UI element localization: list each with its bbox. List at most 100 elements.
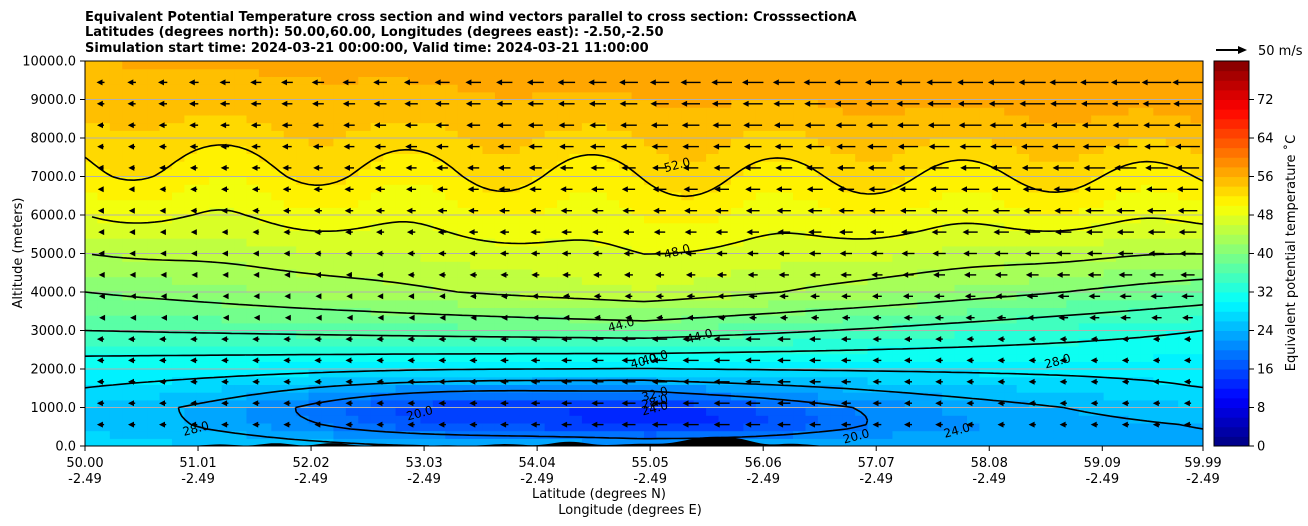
field-cell	[693, 61, 707, 70]
field-cell	[1029, 261, 1043, 270]
field-cell	[246, 91, 260, 101]
field-cell	[1103, 330, 1117, 339]
field-cell	[1091, 68, 1105, 77]
field-cell	[644, 138, 658, 147]
field-cell	[805, 114, 819, 124]
field-cell	[333, 276, 347, 285]
field-cell	[768, 253, 782, 262]
field-cell	[569, 68, 583, 77]
wind-vector-head	[283, 250, 290, 257]
field-cell	[1153, 207, 1167, 216]
field-cell	[97, 338, 111, 347]
field-cell	[308, 184, 322, 193]
field-cell	[308, 222, 322, 231]
field-cell	[693, 230, 707, 239]
field-cell	[420, 353, 434, 362]
field-cell	[395, 61, 409, 70]
field-cell	[420, 407, 434, 416]
field-cell	[1140, 107, 1154, 116]
field-cell	[296, 99, 310, 108]
field-cell	[929, 91, 943, 101]
field-cell	[296, 153, 310, 162]
field-cell	[333, 361, 347, 370]
field-cell	[184, 114, 198, 124]
field-cell	[755, 338, 769, 347]
field-cell	[234, 230, 248, 239]
field-cell	[917, 261, 931, 270]
field-cell	[557, 307, 571, 316]
field-cell	[880, 61, 894, 70]
field-cell	[1116, 84, 1130, 93]
field-cell	[942, 168, 956, 178]
field-cell	[494, 415, 508, 424]
field-cell	[1066, 76, 1080, 85]
field-cell	[830, 268, 844, 278]
field-cell	[718, 284, 732, 293]
field-cell	[1053, 376, 1067, 385]
field-cell	[780, 376, 794, 385]
field-cell	[1053, 153, 1067, 162]
field-cell	[569, 261, 583, 270]
field-cell	[407, 61, 421, 70]
field-cell	[333, 68, 347, 77]
field-cell	[184, 168, 198, 178]
field-cell	[830, 299, 844, 308]
field-cell	[817, 199, 831, 208]
field-cell	[1004, 376, 1018, 385]
field-cell	[321, 114, 335, 124]
field-cell	[954, 153, 968, 162]
field-cell	[718, 384, 732, 393]
field-cell	[892, 122, 906, 131]
field-cell	[494, 284, 508, 293]
field-cell	[880, 292, 894, 301]
field-cell	[358, 245, 372, 255]
field-cell	[1153, 376, 1167, 385]
field-cell	[1041, 415, 1055, 424]
field-cell	[830, 399, 844, 409]
field-cell	[1140, 191, 1154, 201]
field-cell	[246, 138, 260, 147]
field-cell	[904, 284, 918, 293]
field-cell	[519, 438, 533, 446]
field-cell	[246, 315, 260, 324]
field-cell	[842, 61, 856, 70]
field-cell	[109, 68, 123, 77]
field-cell	[966, 107, 980, 116]
field-cell	[606, 422, 620, 432]
field-cell	[296, 138, 310, 147]
field-cell	[892, 338, 906, 347]
field-cell	[656, 222, 670, 231]
field-cell	[1053, 222, 1067, 231]
field-cell	[196, 376, 210, 385]
field-cell	[457, 184, 471, 193]
field-cell	[109, 61, 123, 70]
field-cell	[929, 315, 943, 324]
field-cell	[668, 176, 682, 185]
field-cell	[283, 392, 297, 401]
field-cell	[1116, 407, 1130, 416]
field-cell	[457, 222, 471, 231]
field-cell	[1116, 215, 1130, 224]
field-cell	[619, 276, 633, 285]
field-cell	[668, 345, 682, 355]
field-cell	[842, 407, 856, 416]
field-cell	[395, 384, 409, 393]
field-cell	[209, 114, 223, 124]
field-cell	[209, 338, 223, 347]
field-cell	[1165, 107, 1179, 116]
field-cell	[457, 345, 471, 355]
field-cell	[358, 130, 372, 139]
field-cell	[109, 114, 123, 124]
field-cell	[407, 292, 421, 301]
field-cell	[619, 191, 633, 201]
field-cell	[445, 438, 459, 446]
field-cell	[358, 191, 372, 201]
field-cell	[1004, 276, 1018, 285]
field-cell	[234, 276, 248, 285]
field-cell	[519, 222, 533, 231]
field-cell	[1178, 399, 1192, 409]
field-cell	[1066, 415, 1080, 424]
field-cell	[656, 253, 670, 262]
field-cell	[1190, 276, 1203, 285]
field-cell	[519, 315, 533, 324]
